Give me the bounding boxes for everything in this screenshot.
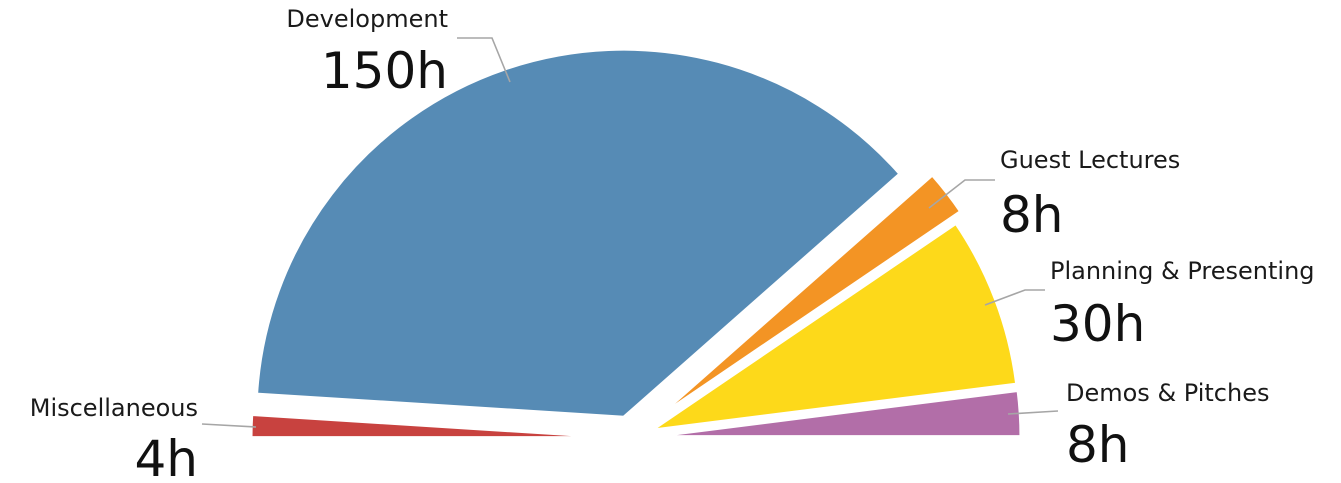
leader-line-demos-pitches — [1007, 410, 1059, 415]
slice-miscellaneous — [249, 412, 620, 440]
slice-value-demos-pitches: 8h — [1066, 416, 1130, 474]
leader-line-guest-lectures — [928, 179, 995, 209]
slice-label-planning-presenting: Planning & Presenting — [1050, 257, 1315, 285]
slice-label-development: Development — [286, 5, 448, 33]
slice-value-miscellaneous: 4h — [134, 430, 198, 483]
slice-guest-lectures — [655, 172, 963, 420]
slice-label-guest-lectures: Guest Lectures — [1000, 146, 1180, 174]
slice-value-development: 150h — [321, 42, 448, 100]
leader-line-planning-presenting — [984, 289, 1045, 306]
slice-label-demos-pitches: Demos & Pitches — [1066, 379, 1269, 407]
slice-label-miscellaneous: Miscellaneous — [30, 394, 198, 422]
leader-line-development — [457, 37, 511, 83]
slice-value-planning-presenting: 30h — [1050, 295, 1145, 353]
slice-value-guest-lectures: 8h — [1000, 186, 1064, 244]
leader-line-miscellaneous — [201, 423, 257, 428]
